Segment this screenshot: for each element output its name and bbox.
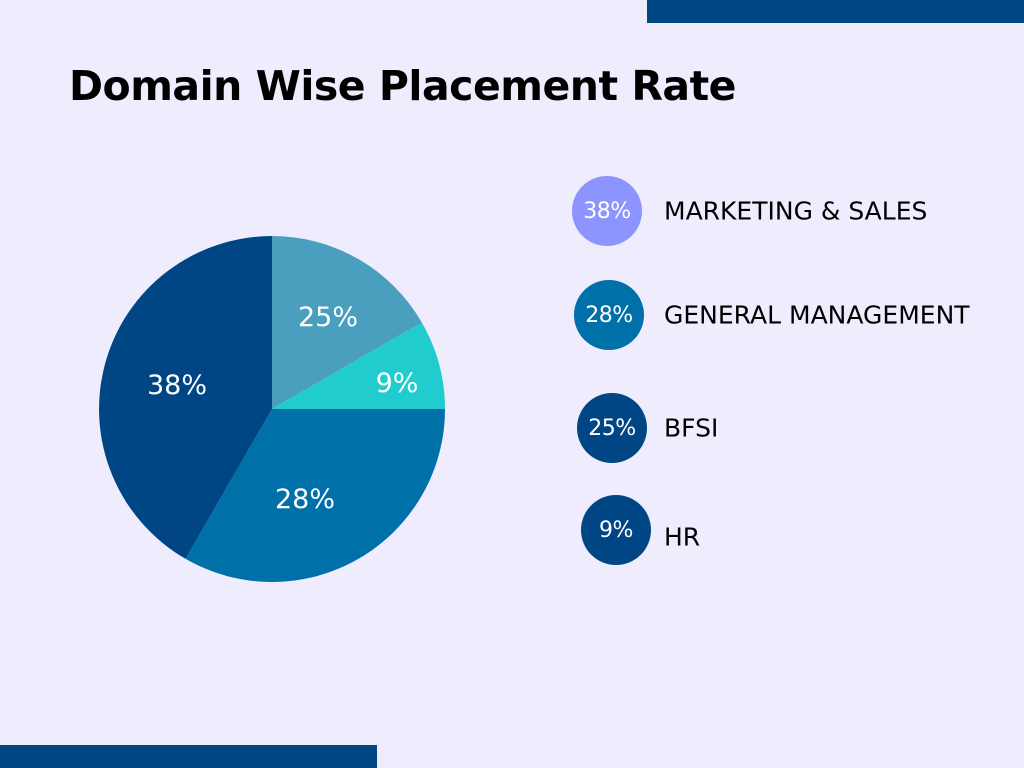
pie-label-28: 28%	[275, 484, 335, 515]
pie-slice-28	[185, 409, 445, 582]
legend-label: MARKETING & SALES	[664, 196, 928, 226]
legend-dot-icon: 38%	[572, 176, 642, 246]
pie-slice-9	[272, 322, 445, 409]
chart-title: Domain Wise Placement Rate	[69, 62, 736, 110]
bottom-accent-bar	[0, 745, 377, 768]
legend-value: 9%	[599, 517, 633, 543]
legend-label: BFSI	[664, 413, 719, 443]
legend-dot-icon: 25%	[577, 393, 647, 463]
pie-slice-25	[272, 236, 422, 409]
top-accent-bar	[647, 0, 1024, 23]
legend-value: 38%	[583, 198, 631, 224]
pie-label-25: 25%	[298, 302, 358, 333]
pie-label-38: 38%	[147, 370, 207, 401]
pie-label-9: 9%	[376, 368, 419, 399]
legend-label: GENERAL MANAGEMENT	[664, 300, 970, 330]
legend-dot-icon: 28%	[574, 280, 644, 350]
legend-value: 28%	[585, 302, 633, 328]
legend-value: 25%	[588, 415, 636, 441]
legend-label: HR	[664, 522, 701, 552]
pie-slice-38	[99, 236, 272, 559]
legend-dot-icon: 9%	[581, 495, 651, 565]
